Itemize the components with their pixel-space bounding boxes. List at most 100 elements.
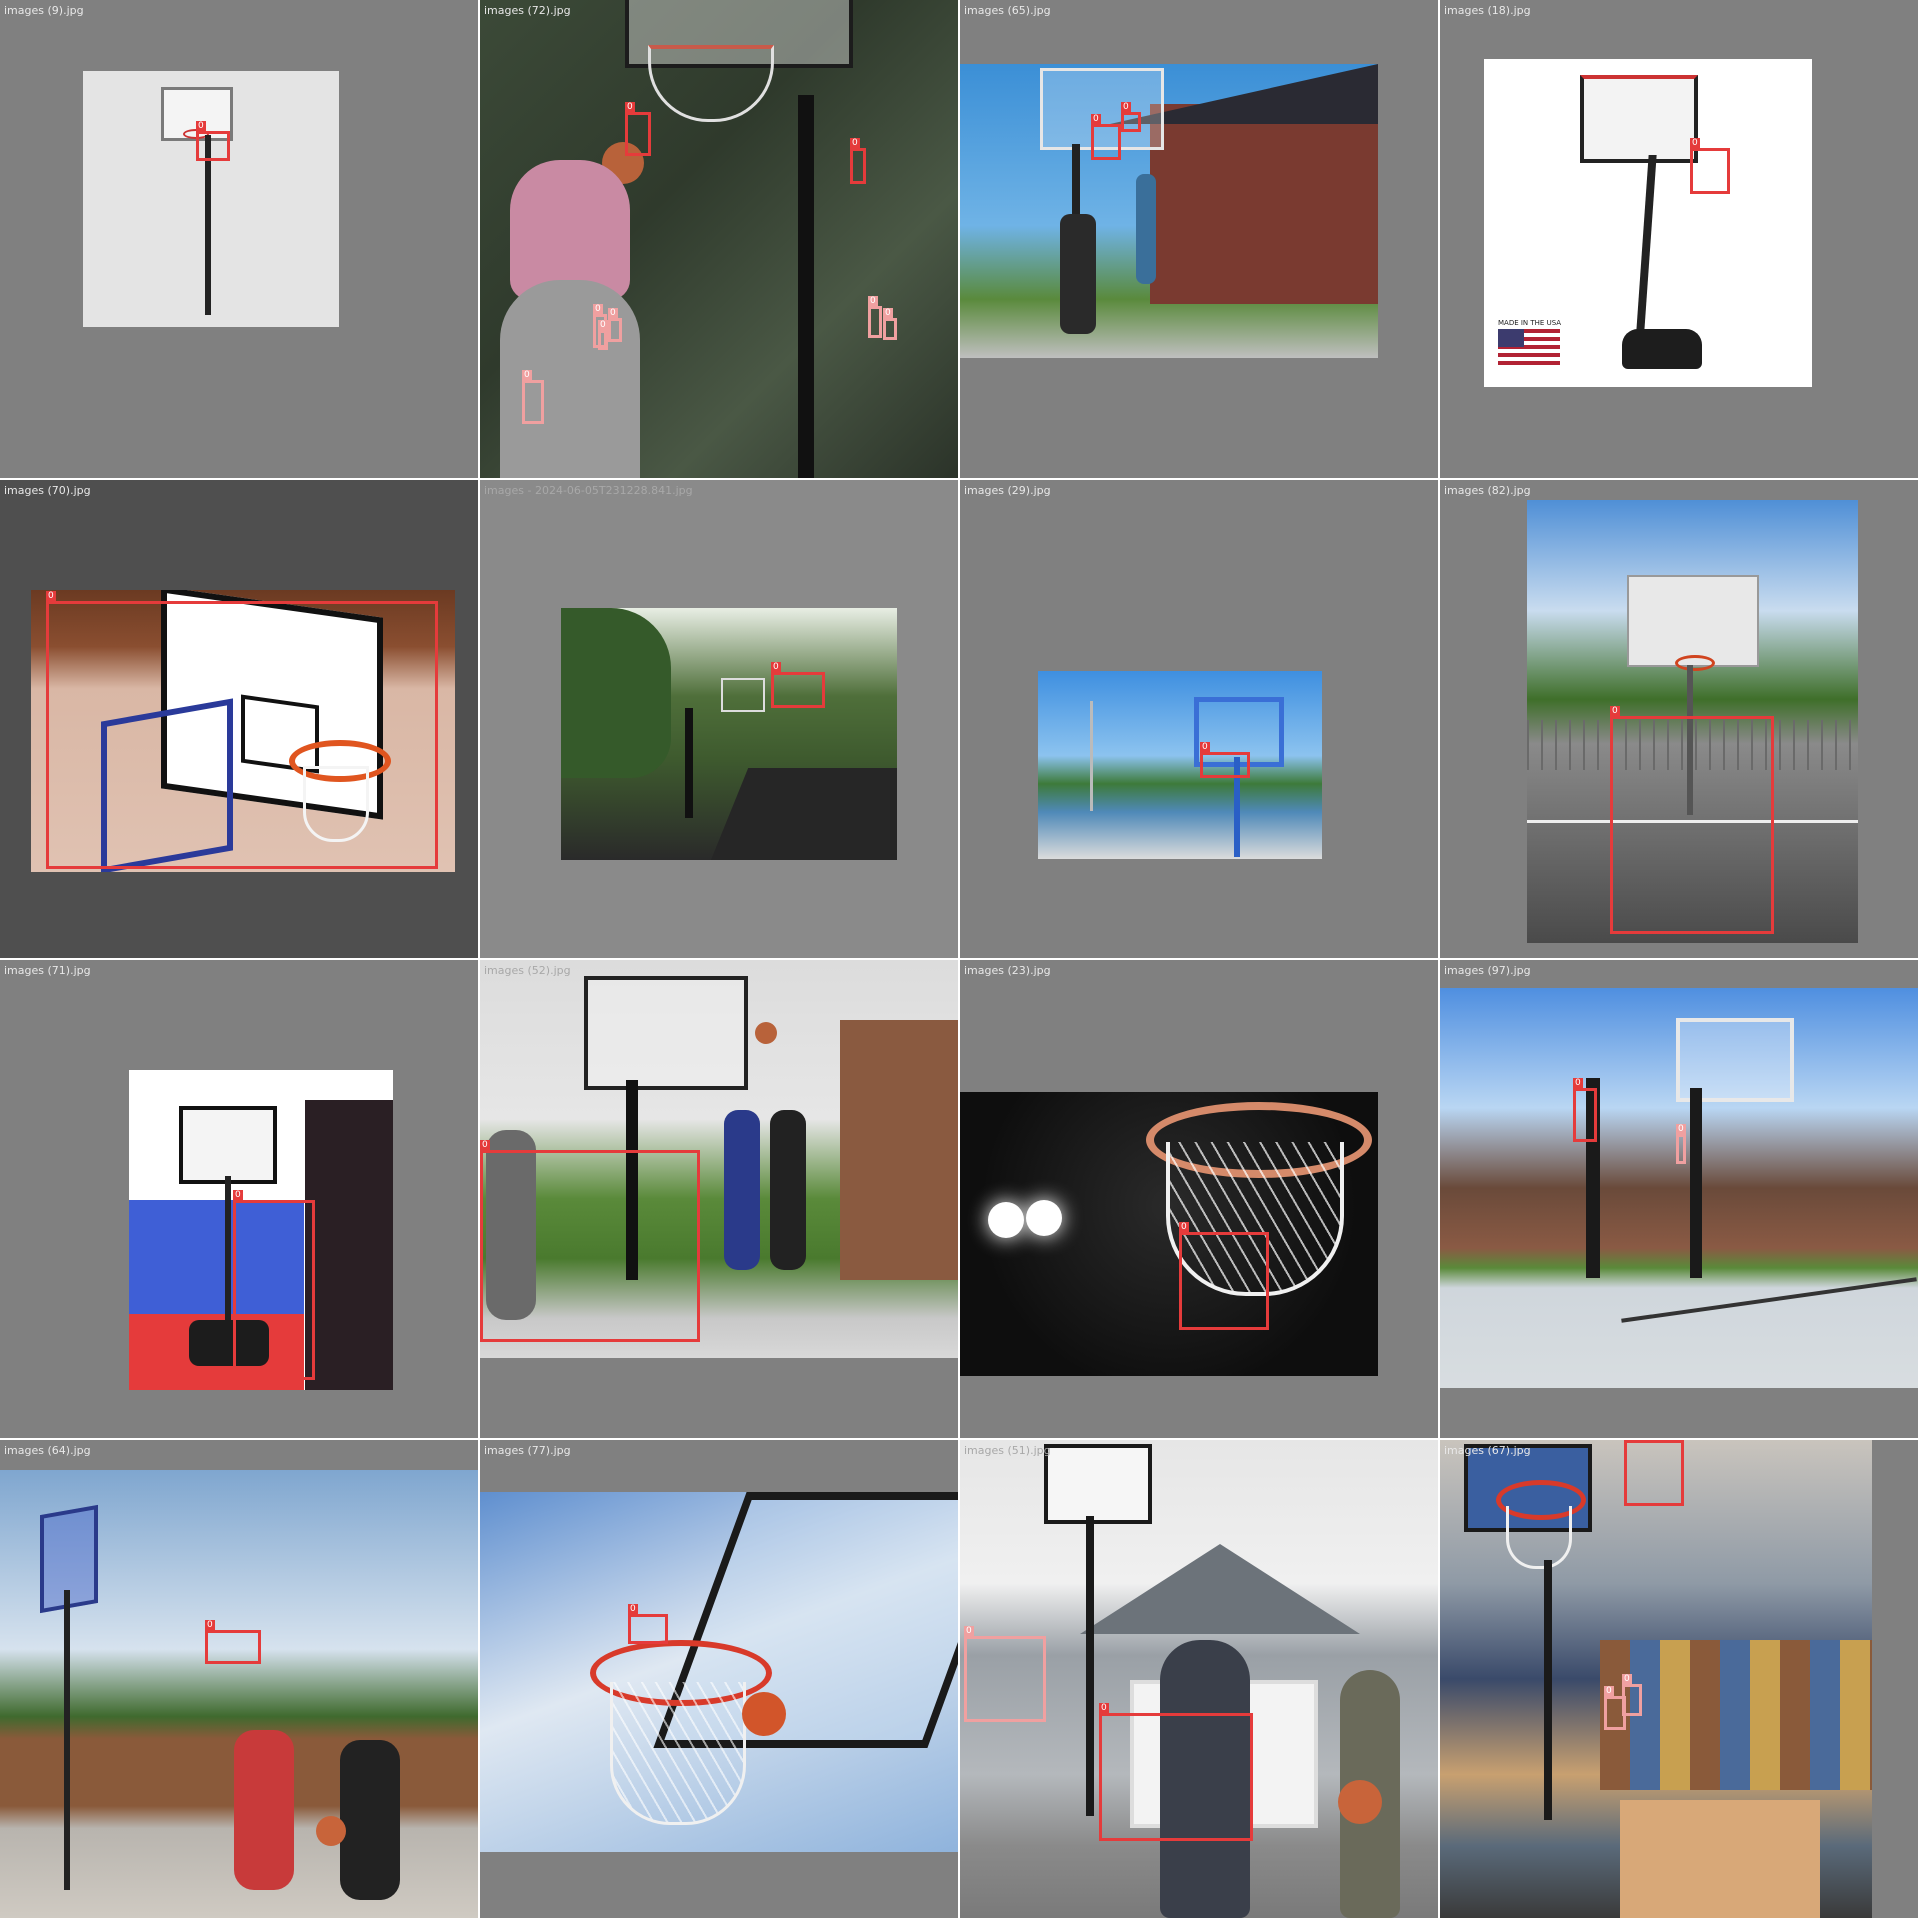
boxes <box>1620 1800 1820 1918</box>
player-standing <box>1060 214 1096 334</box>
tile-filename: images (82).jpg <box>1444 484 1531 497</box>
driveway <box>711 768 897 860</box>
garage-roof <box>1080 1544 1360 1634</box>
box-class-label: 0 <box>1200 742 1210 752</box>
tile-filename: images (77).jpg <box>484 1444 571 1457</box>
tile-filename: images (9).jpg <box>4 4 84 17</box>
tile-filename: images (97).jpg <box>1444 964 1531 977</box>
player-right <box>770 1110 806 1270</box>
backboard <box>1044 1444 1152 1524</box>
box-class-label: 0 <box>608 308 618 318</box>
detection-box: 0 <box>1690 138 1730 194</box>
box-class-label: 0 <box>1179 1222 1189 1232</box>
hoop-rim <box>1496 1480 1586 1520</box>
detection-box: 0 <box>1200 742 1250 778</box>
product-photo: MADE IN THE USA <box>1484 59 1812 387</box>
pole <box>1690 1088 1702 1278</box>
mosaic-tile: images (9).jpg 0 <box>0 0 478 478</box>
backboard <box>1040 68 1164 150</box>
light-glow <box>988 1202 1024 1238</box>
light-glow <box>1026 1200 1062 1236</box>
backboard <box>179 1106 277 1184</box>
detection-box: 0 <box>964 1626 1046 1722</box>
tile-filename: images (64).jpg <box>4 1444 91 1457</box>
scene-photo <box>960 1092 1378 1376</box>
detection-box: 0 <box>850 138 866 184</box>
detection-box: 0 <box>1179 1222 1269 1330</box>
detection-box: 0 <box>1099 1703 1253 1841</box>
mosaic-tile: images (52).jpg 0 <box>480 960 958 1438</box>
detection-box: 0 <box>46 591 438 869</box>
mosaic-tile: images (97).jpg 0 0 <box>1440 960 1918 1438</box>
scene-photo <box>480 960 958 1358</box>
pole <box>685 708 693 818</box>
detection-box: 0 <box>868 296 882 338</box>
scene-photo <box>960 1440 1438 1918</box>
box-class-label: 0 <box>1091 114 1101 124</box>
bottom-strip <box>480 1358 958 1438</box>
pole <box>626 1080 638 1280</box>
pole <box>1544 1560 1552 1820</box>
hoop-net <box>610 1682 746 1825</box>
mosaic-tile: images (18).jpg MADE IN THE USA 0 <box>1440 0 1918 478</box>
mosaic-tile: images (82).jpg 0 <box>1440 480 1918 958</box>
detection-box: 0 <box>628 1604 668 1644</box>
box-class-label: 0 <box>593 304 603 314</box>
detection-box: 0 <box>233 1190 315 1380</box>
product-photo <box>129 1070 393 1390</box>
detection-box: 0 <box>598 320 608 350</box>
scene-photo <box>1527 500 1858 943</box>
scene-photo <box>1440 988 1918 1388</box>
trees <box>561 608 671 778</box>
player-black <box>340 1740 400 1900</box>
ball <box>316 1816 346 1846</box>
pole <box>225 1176 231 1326</box>
pole <box>64 1590 70 1890</box>
mosaic-tile: images (70).jpg 0 <box>0 480 478 958</box>
scene-photo <box>1038 671 1322 859</box>
base <box>189 1320 269 1366</box>
detection-box: 0 <box>1676 1124 1686 1164</box>
box-class-label: 0 <box>868 296 878 306</box>
tile-filename: images (23).jpg <box>964 964 1051 977</box>
detection-box: 0 <box>608 308 622 342</box>
box-class-label: 0 <box>196 121 206 131</box>
court-line <box>1621 1277 1917 1323</box>
ball <box>755 1022 777 1044</box>
usa-flag-canton <box>1498 329 1524 347</box>
hoop-net <box>1506 1506 1572 1569</box>
scene-photo <box>480 1492 958 1852</box>
backboard <box>1580 75 1698 163</box>
tile-filename: images (52).jpg <box>484 964 571 977</box>
detection-box: 0 <box>205 1620 261 1664</box>
tile-filename: images (29).jpg <box>964 484 1051 497</box>
detection-box: 0 <box>1121 102 1141 132</box>
house-wall <box>1150 104 1378 304</box>
tile-filename: images (71).jpg <box>4 964 91 977</box>
tile-filename: images - 2024-06-05T231228.841.jpg <box>484 484 693 497</box>
detection-box: 0 <box>1624 1440 1684 1506</box>
scene-photo <box>561 608 897 860</box>
tile-filename: images (70).jpg <box>4 484 91 497</box>
scene-photo <box>960 64 1378 358</box>
detection-box: 0 <box>883 308 897 340</box>
player-jumping <box>1136 174 1156 284</box>
mosaic-tile: images (71).jpg 0 <box>0 960 478 1438</box>
detection-box: 0 <box>1604 1686 1626 1730</box>
detection-box: 0 <box>522 370 544 424</box>
box-class-label: 0 <box>1099 1703 1109 1713</box>
box-class-label: 0 <box>1690 138 1700 148</box>
scene-photo <box>0 1470 478 1918</box>
box-class-label: 0 <box>1676 1124 1686 1134</box>
hoop-net <box>1166 1142 1344 1296</box>
court-line <box>1527 820 1858 823</box>
mosaic-tile: images (67).jpg 0 0 0 <box>1440 1440 1918 1918</box>
box-class-label: 0 <box>628 1604 638 1614</box>
box-class-label: 0 <box>1610 706 1620 716</box>
detection-box: 0 <box>625 102 651 156</box>
box-class-label: 0 <box>1604 1686 1614 1696</box>
backboard <box>584 976 748 1090</box>
detection-box: 0 <box>480 1140 700 1342</box>
store-shelves <box>1600 1640 1872 1790</box>
